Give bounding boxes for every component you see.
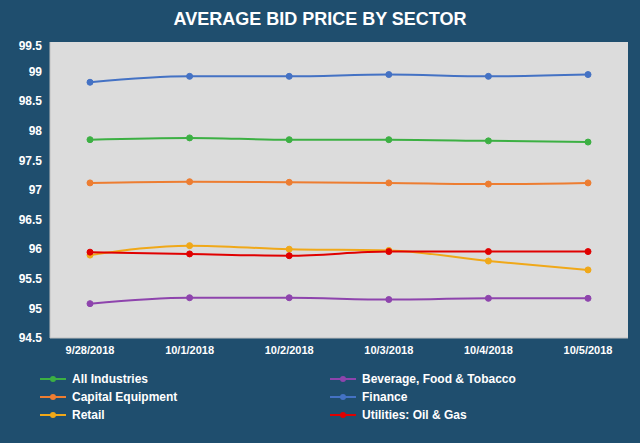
html-text:Utilities: Oil & Gas: Utilities: Oil & Gas bbox=[362, 408, 467, 422]
svg-text:96: 96 bbox=[29, 242, 43, 256]
html-text:Retail: Retail bbox=[72, 408, 105, 422]
svg-text:95: 95 bbox=[29, 302, 43, 316]
svg-text:97: 97 bbox=[29, 183, 43, 197]
svg-text:10/5/2018: 10/5/2018 bbox=[564, 344, 613, 356]
svg-text:98.5: 98.5 bbox=[19, 94, 43, 108]
svg-text:10/4/2018: 10/4/2018 bbox=[464, 344, 513, 356]
svg-text:96.5: 96.5 bbox=[19, 213, 43, 227]
html-text:Finance: Finance bbox=[362, 390, 408, 404]
svg-text:9/28/2018: 9/28/2018 bbox=[66, 344, 115, 356]
svg-text:10/2/2018: 10/2/2018 bbox=[265, 344, 314, 356]
svg-text:99: 99 bbox=[29, 65, 43, 79]
svg-text:95.5: 95.5 bbox=[19, 272, 43, 286]
html-text:Beverage, Food & Tobacco: Beverage, Food & Tobacco bbox=[362, 372, 516, 386]
svg-text:98: 98 bbox=[29, 124, 43, 138]
svg-text:99.5: 99.5 bbox=[19, 39, 43, 53]
html-text:All Industries: All Industries bbox=[72, 372, 148, 386]
svg-text:10/1/2018: 10/1/2018 bbox=[165, 344, 214, 356]
svg-text:94.5: 94.5 bbox=[19, 331, 43, 345]
html-text:Capital Equipment: Capital Equipment bbox=[72, 390, 178, 404]
svg-text:10/3/2018: 10/3/2018 bbox=[364, 344, 413, 356]
svg-text:97.5: 97.5 bbox=[19, 154, 43, 168]
html-text:AVERAGE BID PRICE BY SECTOR: AVERAGE BID PRICE BY SECTOR bbox=[173, 9, 467, 29]
